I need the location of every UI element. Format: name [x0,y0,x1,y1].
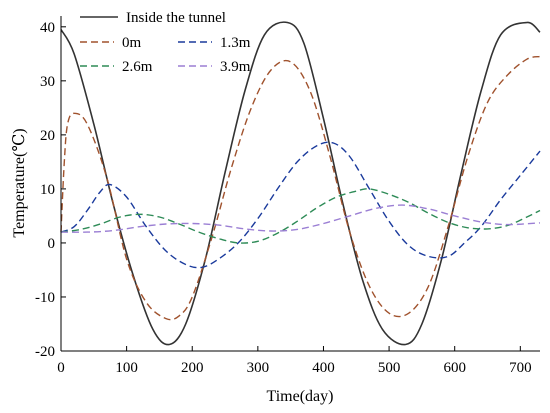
y-tick-label: 0 [48,236,56,252]
x-axis-title: Time(day) [267,388,334,405]
legend-label-2: 0m [122,35,142,51]
legend: Inside the tunnel 0m 1.3m 2.6m 3.9m [80,10,251,75]
series-line-4 [60,188,541,244]
y-tick-label: 20 [40,128,55,144]
x-tick-label: 700 [509,360,532,376]
legend-label-1: Inside the tunnel [126,10,226,26]
y-tick-label: -10 [35,290,55,306]
y-tick-label: -20 [35,344,55,360]
ticks-layer: 0 100 200 300 400 500 600 700 -20 -10 0 10 20 30 40 [35,20,532,376]
legend-label-4: 2.6m [122,59,153,75]
series-line-5 [60,204,541,233]
series-line-3 [60,141,541,269]
y-axis-title: Temperature(℃) [11,128,28,237]
series-line-2 [60,55,541,321]
y-tick-label: 40 [40,20,55,36]
legend-label-5: 3.9m [220,59,251,75]
legend-label-3: 1.3m [220,35,251,51]
series-line-1 [60,21,541,346]
axes-layer [60,16,540,352]
y-tick-label: 10 [40,182,55,198]
x-tick-label: 500 [378,360,401,376]
x-tick-label: 300 [247,360,270,376]
x-tick-label: 600 [443,360,466,376]
x-tick-label: 100 [115,360,138,376]
y-tick-label: 30 [40,74,55,90]
x-tick-label: 400 [312,360,335,376]
x-tick-label: 0 [57,360,65,376]
x-tick-label: 200 [181,360,204,376]
series-layer [60,21,541,346]
